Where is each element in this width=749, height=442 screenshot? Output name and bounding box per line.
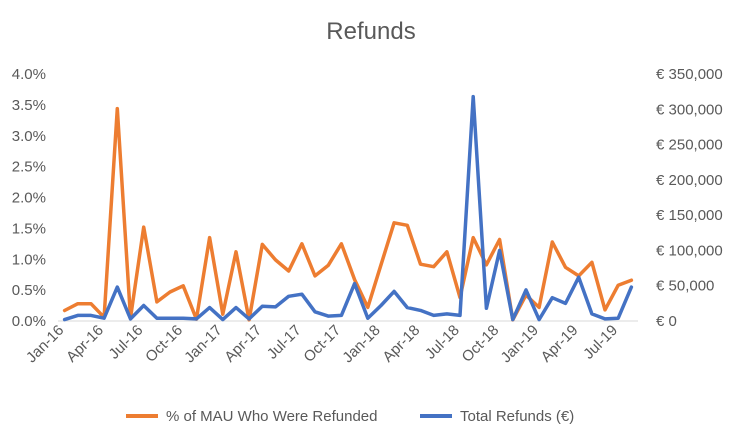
left-axis-tick-label: 0.0%: [12, 313, 46, 330]
legend-label-total-refunds: Total Refunds (€): [460, 408, 574, 425]
left-axis-tick-label: 3.5%: [12, 97, 46, 114]
left-axis-tick-label: 2.0%: [12, 190, 46, 207]
x-axis-tick-label: Apr-18: [379, 322, 423, 366]
legend-label-mau-percent: % of MAU Who Were Refunded: [166, 408, 377, 425]
x-axis-tick-label: Jul-16: [106, 322, 147, 363]
right-axis-tick-label: € 100,000: [656, 242, 723, 259]
series-line-mau-percent: [62, 106, 634, 322]
chart-title: Refunds: [326, 18, 415, 45]
right-axis-tick-label: € 150,000: [656, 207, 723, 224]
x-axis-tick-label: Jul-17: [264, 322, 305, 363]
x-axis-tick-label: Jan-19: [498, 322, 542, 366]
right-axis-tick-label: € 0: [656, 313, 677, 330]
series-line-total-refunds: [62, 94, 634, 322]
x-axis-tick-label: Jan-17: [181, 322, 225, 366]
right-axis-tick-label: € 350,000: [656, 66, 723, 83]
left-axis-tick-label: 0.5%: [12, 282, 46, 299]
left-axis-tick-label: 2.5%: [12, 159, 46, 176]
left-axis-tick-label: 3.0%: [12, 128, 46, 145]
right-axis-tick-label: € 200,000: [656, 172, 723, 189]
x-axis-tick-label: Apr-16: [63, 322, 107, 366]
x-axis-tick-label: Oct-18: [459, 322, 503, 366]
x-axis-tick-label: Oct-16: [142, 322, 186, 366]
legend: % of MAU Who Were Refunded Total Refunds…: [126, 408, 574, 425]
x-axis-tick-label: Jul-18: [422, 322, 463, 363]
left-axis-tick-label: 1.0%: [12, 251, 46, 268]
right-axis-tick-label: € 50,000: [656, 278, 714, 295]
right-axis-tick-label: € 250,000: [656, 137, 723, 154]
x-axis-tick-label: Jul-19: [580, 322, 621, 363]
right-axis-tick-label: € 300,000: [656, 101, 723, 118]
x-axis-tick-label: Oct-17: [300, 322, 344, 366]
left-axis-tick-label: 1.5%: [12, 220, 46, 237]
left-axis-tick-label: 4.0%: [12, 66, 46, 83]
x-axis-tick-label: Apr-17: [221, 322, 265, 366]
x-axis-tick-label: Jan-18: [339, 322, 383, 366]
x-axis-tick-label: Apr-19: [538, 322, 582, 366]
